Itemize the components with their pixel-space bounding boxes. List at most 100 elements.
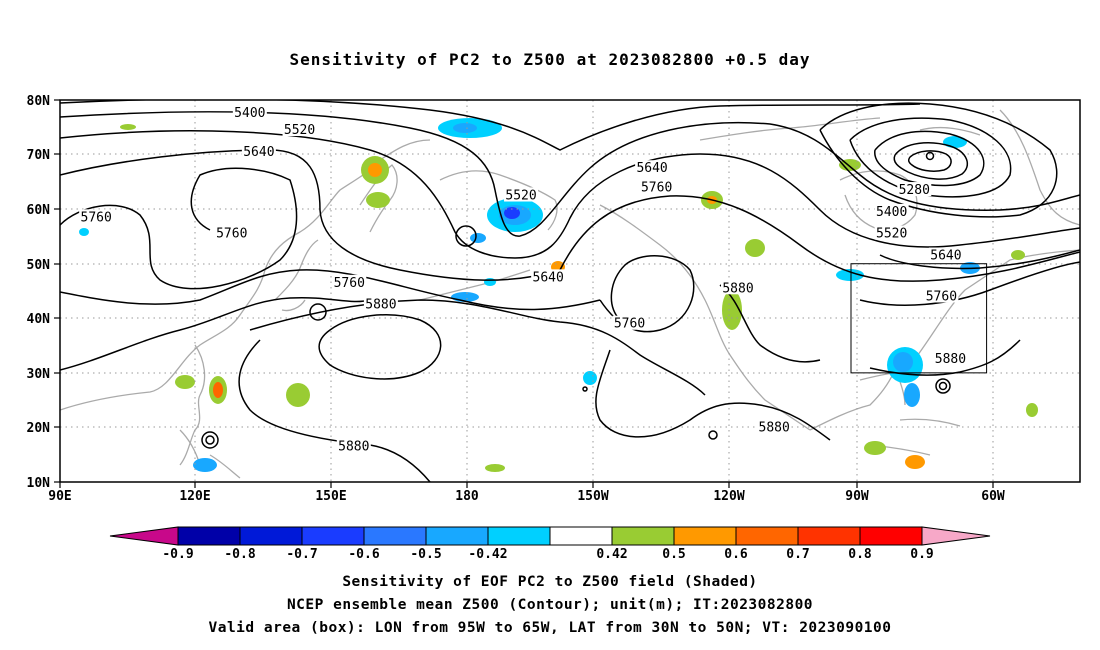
axis-ticks: [54, 99, 994, 488]
colorbar-cell: [549, 526, 613, 546]
colorbar-label: 0.9: [910, 547, 933, 562]
colorbar-label: -0.5: [410, 547, 441, 562]
colorbar-left-arrow: [109, 526, 179, 546]
contour-label: 5760: [334, 276, 365, 291]
contour-label: 5880: [759, 420, 790, 435]
contour-label: 5640: [243, 145, 274, 160]
shade-blob: [453, 123, 477, 133]
contour-label-bg: [874, 203, 909, 218]
shade-blob: [745, 239, 765, 257]
contour-label: 5520: [505, 189, 536, 204]
shade-blob: [366, 192, 390, 208]
lon-label: 150E: [315, 489, 346, 504]
colorbar-cell: [611, 526, 675, 546]
lon-label: 150W: [577, 489, 608, 504]
contour-label: 5640: [533, 270, 564, 285]
colorbar-cell: [859, 526, 923, 546]
contour-label: 5760: [216, 227, 247, 242]
contour-label: 5880: [722, 281, 753, 296]
shade-blob: [286, 383, 310, 407]
lon-axis-labels: 90E 120E 150E 180 150W 120W 90W 60W: [48, 489, 1005, 504]
shade-blob: [943, 136, 967, 148]
contour-label-bg: [639, 179, 674, 194]
shade-blob: [864, 441, 886, 455]
colorbar-label: -0.9: [162, 547, 193, 562]
lon-label: 180: [455, 489, 479, 504]
colorbar-cell: [239, 526, 303, 546]
contour-label-bg: [757, 419, 792, 434]
colorbar-cell: [673, 526, 737, 546]
shade-blob: [368, 163, 382, 177]
lon-label: 90W: [845, 489, 869, 504]
contour-label: 5400: [876, 205, 907, 220]
lat-label: 30N: [27, 367, 51, 382]
lat-label: 80N: [27, 94, 51, 109]
shade-blob: [485, 464, 505, 472]
lat-label: 60N: [27, 203, 51, 218]
contour-label-bg: [531, 269, 566, 284]
lat-label: 40N: [27, 312, 51, 327]
contour-label-bg: [332, 274, 367, 289]
footer-shading-caption: Sensitivity of EOF PC2 to Z500 field (Sh…: [342, 574, 758, 590]
contour-label: 5760: [926, 289, 957, 304]
colorbar-label: 0.8: [848, 547, 872, 562]
contour-label: 5400: [234, 106, 265, 121]
contour-label: 5520: [284, 123, 315, 138]
colorbar-label: -0.7: [286, 547, 317, 562]
shade-blob: [504, 207, 520, 219]
colorbar-cell: [797, 526, 861, 546]
colorbar-label: 0.6: [724, 547, 748, 562]
contour-label: 5640: [636, 161, 667, 176]
contour-label: 5520: [876, 227, 907, 242]
contour-label: 5880: [338, 440, 369, 455]
contour-label-bg: [721, 280, 755, 295]
colorbar-cell: [487, 526, 551, 546]
lat-label: 50N: [27, 258, 51, 273]
contour-label-bg: [336, 438, 371, 453]
contour-label: 5880: [365, 298, 396, 313]
contour-label: 5760: [614, 317, 645, 332]
lon-label: 120W: [713, 489, 744, 504]
colorbar-label: 0.7: [786, 547, 809, 562]
contour-label: 5640: [930, 249, 961, 264]
contour-label-bg: [612, 315, 647, 330]
shade-blob: [213, 382, 223, 398]
colorbar-cell: [363, 526, 427, 546]
colorbar-label: -0.6: [348, 547, 379, 562]
lat-label: 10N: [27, 476, 51, 491]
shade-blob: [175, 375, 195, 389]
contour-label-bg: [232, 105, 267, 120]
lat-axis-labels: 80N 70N 60N 50N 40N 30N 20N 10N: [27, 94, 51, 491]
valid-area-box: [850, 263, 988, 374]
colorbar-right-arrow: [921, 526, 991, 546]
contour-label-bg: [214, 225, 249, 240]
shade-blob: [722, 290, 742, 330]
colorbar-cell: [301, 526, 365, 546]
map-frame: [59, 99, 1081, 483]
colorbar-cell: [735, 526, 799, 546]
contour-label-bg: [933, 351, 968, 366]
sensitivity-shading: [79, 118, 1038, 472]
contour-label-bg: [635, 160, 670, 175]
lat-label: 70N: [27, 148, 51, 163]
colorbar-label: -0.8: [224, 547, 255, 562]
contour-label-bg: [363, 296, 398, 311]
shade-blob: [905, 455, 925, 469]
lon-label: 60W: [981, 489, 1005, 504]
colorbar-cell: [425, 526, 489, 546]
shade-blob: [470, 233, 486, 243]
contour-label-bg: [241, 143, 276, 158]
contour-label-bg: [924, 288, 959, 303]
contour-label: 5760: [641, 180, 672, 195]
contour-label-bg: [897, 182, 932, 197]
shade-blob: [893, 352, 913, 372]
lon-label: 90E: [48, 489, 71, 504]
colorbar-label: 0.42: [596, 547, 627, 562]
colorbar: -0.9 -0.8 -0.7 -0.6 -0.5 -0.42 0.42 0.5 0.6 0.7 0.…: [109, 526, 991, 562]
footer-valid-area-caption: Valid area (box): LON from 95W to 65W, L…: [208, 620, 892, 636]
contour-label-bg: [874, 225, 909, 240]
coastlines: [60, 109, 1080, 479]
contour-labels: 5400 5520 5640 5760 5760 5520 5640 5760 5640 5760…: [79, 105, 968, 455]
lon-label: 120E: [179, 489, 210, 504]
shade-blob: [120, 124, 136, 130]
